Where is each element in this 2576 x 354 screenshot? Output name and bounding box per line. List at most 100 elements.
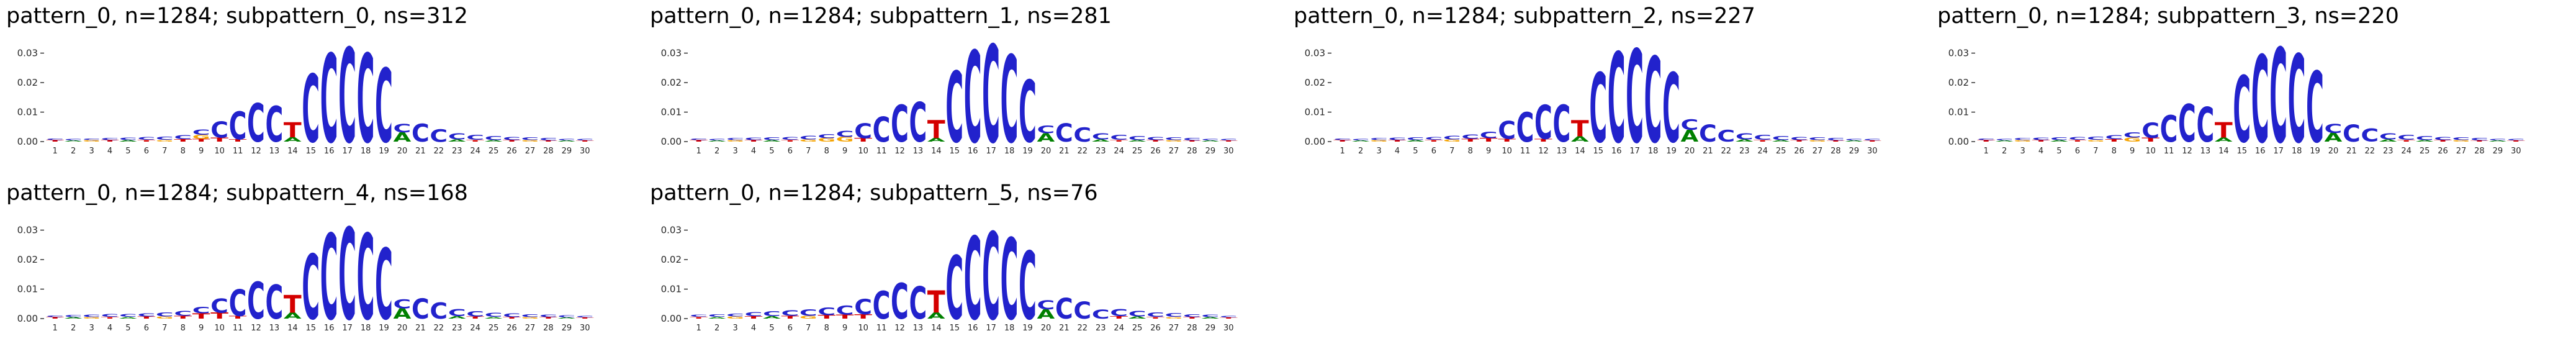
logo-letter-group: C [2361,125,2379,146]
logo-letter-group: C [2123,131,2141,140]
logo-letter-group: T [2068,140,2086,143]
x-tick-label: 8 [824,147,829,156]
logo-letter-group: C [229,283,247,325]
logo-letter-A: A [927,311,945,320]
logo-letter-group: C [466,310,484,319]
logo-letter-group: C [1019,234,1037,342]
x-tick-label: 18 [2292,147,2302,156]
logo-letter-group: C [1681,117,1699,134]
logo-letter-C: C [1996,138,2014,142]
logo-letter-C: C [2087,136,2105,141]
x-tick-label: 20 [2328,147,2339,156]
logo-letter-group: T [229,138,247,142]
logo-letter-C: C [1128,135,1146,142]
logo-letter-group: C [174,310,192,317]
logo-panel: pattern_0, n=1284; subpattern_2, ns=227 0… [1287,0,1931,177]
logo-letter-A: A [763,140,781,142]
logo-letter-A: A [284,311,302,320]
logo-letter-C: C [265,98,283,154]
logo-letter-C: C [1146,136,1164,141]
logo-letter-group: C [1589,54,1607,165]
x-tick-label: 13 [269,324,280,333]
logo-letter-C: C [817,306,835,318]
logo-letter-T: T [1146,317,1164,320]
logo-letter-C: C [485,312,503,319]
x-tick-label: 1 [696,324,701,333]
logo-letter-C: C [2325,122,2343,136]
logo-letter-C: C [2050,137,2068,141]
logo-letter-C: C [1662,54,1680,165]
logo-letter-A: A [1128,140,1146,142]
y-tick-label: 0.03 [1305,48,1325,59]
logo-letter-group: C [1073,297,1091,324]
y-tick-label: 0.00 [1305,136,1325,147]
logo-letter-group: C [1073,124,1091,147]
x-tick-label: 8 [1468,147,1473,156]
logo-letter-group: A [119,317,137,320]
logo-letter-A: A [119,317,137,320]
logo-letter-group: C [101,314,119,318]
logo-letter-A: A [557,317,575,319]
logo-letter-T: T [1977,140,1995,142]
logo-letter-group: C [1516,104,1534,152]
x-tick-label: 10 [858,324,868,333]
x-tick-label: 14 [931,147,942,156]
x-tick-label: 29 [1205,147,1216,156]
logo-letter-C: C [83,314,101,318]
logo-letter-group: T [690,317,708,320]
x-tick-label: 9 [199,147,204,156]
logo-letter-group: C [2397,134,2415,142]
x-tick-label: 12 [894,147,905,156]
logo-letter-T: T [137,316,155,319]
logo-letter-group: C [1165,137,1183,141]
logo-letter-C: C [1201,138,1219,142]
logo-letter-C: C [357,31,375,168]
logo-letter-group: T [1977,140,1995,142]
logo-letter-C: C [2123,131,2141,140]
x-tick-label: 9 [1486,147,1491,156]
logo-letter-group: A [927,137,945,143]
logo-letter-T: T [690,317,708,320]
logo-letter-C: C [65,138,83,142]
logo-letter-C: C [1092,132,1110,142]
logo-letter-group: A [448,315,466,319]
logo-letter-group: T [1425,140,1443,143]
logo-letter-group: T [101,140,119,142]
y-tick-label: 0.01 [1305,107,1325,118]
x-tick-label: 14 [2218,147,2229,156]
x-tick-label: 23 [1096,324,1106,333]
logo-letter-group: C [1110,134,1128,142]
logo-letter-T: T [1827,140,1845,142]
logo-letter-T: T [2397,140,2415,143]
sequence-logo-plot: 0.000.010.020.031 2 3 4 5 6 7 8 9 10 11 12 13 14 15 16 1… [17,208,594,345]
logo-letter-C: C [982,31,1000,168]
logo-letter-group: T [2141,137,2159,143]
x-tick-label: 8 [181,147,186,156]
x-tick-label: 11 [2164,147,2174,156]
logo-letter-C: C [2488,138,2506,142]
logo-letter-C: C [763,137,781,141]
logo-letter-group: C [1352,138,1370,142]
logo-letter-C: C [1201,314,1219,318]
logo-letter-C: C [1754,134,1772,142]
logo-letter-C: C [1037,298,1055,312]
logo-letter-group: C [357,31,375,168]
logo-letter-C: C [1019,64,1037,163]
logo-letter-C: C [909,92,927,155]
logo-letter-C: C [521,314,539,319]
logo-letter-C: C [891,275,909,331]
logo-letter-group: C [708,138,726,142]
x-tick-label: 23 [1739,147,1750,156]
logo-letter-group: C [1220,315,1238,319]
logo-letter-G: G [521,140,539,142]
x-tick-label: 30 [1223,147,1234,156]
x-tick-label: 17 [986,147,996,156]
logo-letter-group: C [485,135,503,142]
logo-letter-group: T [1571,116,1589,142]
logo-letter-C: C [1443,135,1461,141]
logo-letter-group: A [1681,127,1699,145]
logo-letter-C: C [2343,120,2361,147]
x-tick-label: 2 [71,324,76,333]
logo-letter-group: C [156,312,174,318]
logo-letter-A: A [119,140,137,142]
